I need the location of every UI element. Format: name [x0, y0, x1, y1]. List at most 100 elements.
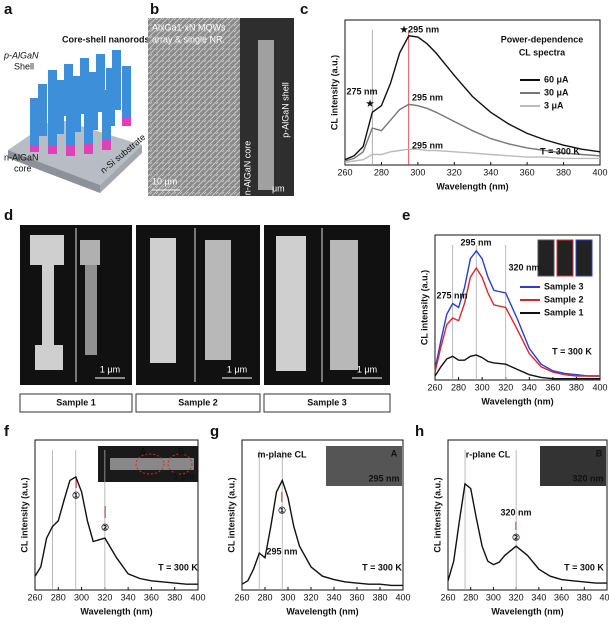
annotation: A	[140, 446, 147, 456]
label: p-AlGaN shell	[280, 82, 290, 138]
annotation: ★295 nm	[400, 24, 439, 34]
x-tick-label: 300	[280, 592, 295, 602]
annotation: ①	[72, 490, 80, 500]
annotation: 295 nm	[266, 546, 297, 556]
annotation: Power-dependence	[501, 34, 584, 44]
x-axis-label: Wavelength (nm)	[436, 181, 508, 191]
x-axis-label: Wavelength (nm)	[481, 396, 553, 406]
annotation: B	[596, 448, 603, 458]
x-tick-label: 400	[395, 592, 410, 602]
spectrum-line	[447, 482, 607, 584]
legend-label: Sample 3	[544, 281, 584, 291]
annotation: 295 nm	[412, 92, 443, 102]
panel-letter: b	[150, 1, 159, 18]
panel-d: d 1 μm 1 μm 1 μm Sample 1 Sample 2 Sampl…	[4, 207, 391, 413]
x-tick-label: 260	[337, 167, 352, 177]
x-tick-label: 380	[167, 592, 182, 602]
x-tick-label: 340	[522, 382, 537, 392]
annotation: T = 300 K	[564, 562, 604, 572]
annotation: 275 nm	[346, 86, 377, 96]
legend-label: Sample 2	[544, 294, 584, 304]
panel-b: b AlxGa1-xN MQWs array & single NR. 10 μ…	[148, 1, 294, 196]
substrate-side	[100, 145, 142, 193]
y-axis-label: CL intensity (a.u.)	[19, 477, 29, 552]
x-tick-label: 360	[144, 592, 159, 602]
panel-letter: e	[402, 207, 410, 224]
annotation: ①	[278, 505, 286, 515]
spectrum-line	[434, 354, 600, 380]
sample-box	[19, 393, 391, 413]
x-tick-label: 320	[303, 592, 318, 602]
label: 10 μm	[152, 176, 177, 186]
x-tick-label: 300	[475, 382, 490, 392]
annotation: 320 nm	[508, 262, 539, 272]
annotation: ②	[101, 522, 109, 532]
arrows	[75, 478, 517, 530]
x-tick-label: 300	[486, 592, 501, 602]
x-tick-label: 260	[427, 382, 442, 392]
annotation: 320 nm	[500, 507, 531, 517]
x-tick-label: 300	[74, 592, 89, 602]
spectrum-line	[434, 266, 600, 377]
y-axis-label: CL intensity (a.u.)	[432, 477, 442, 552]
x-axis-label: Wavelength (nm)	[491, 606, 563, 616]
y-axis-label: CL intensity (a.u.)	[419, 270, 429, 345]
x-tick-label: 280	[463, 592, 478, 602]
x-tick-label: 320	[447, 167, 462, 177]
divider	[75, 228, 323, 382]
annotation: 320 nm	[572, 473, 603, 483]
annotation: 295 nm	[412, 140, 443, 150]
scale-label: 1 μm	[357, 364, 377, 374]
label: p-AlGaN	[3, 50, 39, 60]
x-tick-label: 380	[577, 592, 592, 602]
annotation: A	[391, 448, 398, 458]
annotation: T = 300 K	[552, 346, 592, 356]
annotation: r-plane CL	[466, 449, 511, 459]
legend-label: 3 μA	[544, 100, 564, 110]
annotation: m-plane CL	[257, 449, 307, 459]
sample-label: Sample 2	[178, 397, 218, 407]
x-tick-label: 400	[592, 167, 607, 177]
plot-frame	[434, 234, 601, 381]
x-tick-label: 280	[257, 592, 272, 602]
x-tick-label: 320	[509, 592, 524, 602]
x-axis-label: Wavelength (nm)	[80, 606, 152, 616]
nanorods	[30, 235, 358, 371]
x-tick-label: 360	[349, 592, 364, 602]
annotation: T = 300 K	[540, 146, 580, 156]
label: n-AlGaN core	[242, 141, 252, 196]
x-tick-label: 400	[599, 592, 609, 602]
label: array & single NR.	[152, 34, 225, 44]
scale-label: 1 μm	[100, 364, 120, 374]
plot-frame	[447, 439, 608, 591]
x-tick-label: 360	[545, 382, 560, 392]
nanorods	[30, 50, 131, 156]
y-axis-label: CL intensity (a.u.)	[226, 477, 236, 552]
legend-label: Sample 1	[544, 307, 584, 317]
x-axis-label: Wavelength (nm)	[286, 606, 358, 616]
annotation: 1 μm	[173, 471, 194, 481]
annotation: B	[178, 446, 185, 456]
plot-frame	[241, 439, 404, 591]
spectrum-line	[241, 478, 403, 587]
x-tick-label: 260	[440, 592, 455, 602]
substrate-side	[8, 150, 100, 193]
x-tick-label: 380	[569, 382, 584, 392]
x-tick-label: 400	[190, 592, 205, 602]
x-tick-label: 280	[451, 382, 466, 392]
insets	[98, 239, 606, 486]
x-tick-label: 400	[592, 382, 607, 392]
x-tick-label: 340	[121, 592, 136, 602]
spectrum-line	[344, 148, 600, 164]
x-tick-label: 360	[520, 167, 535, 177]
spectrum-line	[434, 249, 600, 377]
label: μm	[272, 183, 285, 193]
sample-label: Sample 3	[307, 397, 347, 407]
label: n-AlGaN	[4, 152, 39, 162]
panel-letter: c	[300, 1, 308, 18]
spectrum-line	[344, 35, 601, 161]
annotation: 275 nm	[436, 290, 467, 300]
spectrum-line	[344, 103, 601, 162]
label: core	[14, 163, 32, 173]
panel-a: a p-AlGaN Shell Core-shell nanorods n-Al…	[3, 1, 150, 193]
